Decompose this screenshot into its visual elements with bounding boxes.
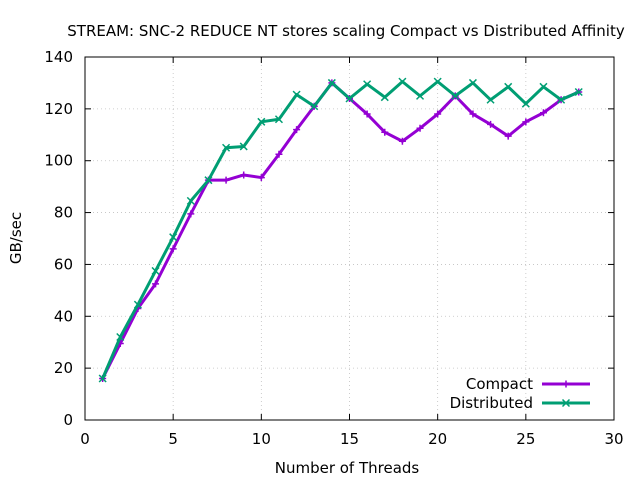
point-distributed xyxy=(274,115,283,124)
point-distributed xyxy=(557,95,566,104)
point-distributed xyxy=(239,142,248,151)
y-tick-label: 0 xyxy=(63,411,73,429)
chart-title: STREAM: SNC-2 REDUCE NT stores scaling C… xyxy=(67,22,625,40)
point-compact xyxy=(434,110,442,118)
point-distributed xyxy=(345,94,354,103)
legend-marker-distributed xyxy=(561,398,571,408)
point-distributed xyxy=(486,95,495,104)
point-compact xyxy=(504,132,512,140)
legend-marker-compact xyxy=(562,380,570,388)
y-tick-label: 80 xyxy=(54,204,73,222)
y-tick-label: 100 xyxy=(44,152,73,170)
point-compact xyxy=(416,124,424,132)
y-tick-label: 120 xyxy=(44,100,73,118)
point-distributed xyxy=(292,90,301,99)
x-tick-label: 15 xyxy=(340,430,359,448)
point-distributed xyxy=(468,78,477,87)
point-compact xyxy=(487,120,495,128)
y-tick-label: 40 xyxy=(54,307,73,325)
point-distributed xyxy=(504,82,513,91)
point-distributed xyxy=(186,196,195,205)
point-distributed xyxy=(433,77,442,86)
point-distributed xyxy=(521,99,530,108)
x-tick-label: 10 xyxy=(252,430,271,448)
point-compact xyxy=(169,245,177,253)
y-axis-label: GB/sec xyxy=(7,212,25,264)
point-compact xyxy=(469,110,477,118)
grid-lines xyxy=(85,57,614,420)
legend-label-compact: Compact xyxy=(466,375,533,393)
point-compact xyxy=(257,174,265,182)
point-distributed xyxy=(222,143,231,152)
point-distributed xyxy=(310,102,319,111)
point-distributed xyxy=(574,87,583,97)
point-compact xyxy=(363,110,371,118)
series-line-compact xyxy=(101,81,580,380)
x-tick-label: 30 xyxy=(604,430,623,448)
point-compact xyxy=(398,137,406,145)
y-tick-label: 20 xyxy=(54,359,73,377)
point-distributed xyxy=(204,176,213,185)
point-compact xyxy=(152,280,160,288)
y-tick-label: 60 xyxy=(54,255,73,273)
point-distributed xyxy=(133,300,142,309)
axis-ticks: 0 5 10 15 20 25 30 0 20 40 60 80 100 120 140 xyxy=(44,48,623,448)
point-distributed xyxy=(451,91,460,100)
point-distributed xyxy=(380,93,389,102)
point-distributed xyxy=(116,332,125,342)
point-compact xyxy=(275,150,283,158)
x-tick-label: 5 xyxy=(168,430,178,448)
point-distributed xyxy=(257,117,266,126)
point-distributed xyxy=(327,78,336,87)
point-compact xyxy=(293,126,301,134)
point-distributed xyxy=(151,266,160,275)
legend-label-distributed: Distributed xyxy=(450,394,533,412)
point-distributed xyxy=(398,77,407,86)
x-axis-label: Number of Threads xyxy=(275,459,420,477)
point-distributed xyxy=(363,80,372,89)
point-compact xyxy=(381,128,389,136)
point-compact xyxy=(222,176,230,184)
point-distributed xyxy=(416,91,425,100)
point-compact xyxy=(539,109,547,117)
point-distributed xyxy=(98,374,107,383)
point-compact xyxy=(522,118,530,126)
point-distributed xyxy=(169,233,178,242)
x-tick-label: 20 xyxy=(428,430,447,448)
y-tick-label: 140 xyxy=(44,48,73,66)
point-compact xyxy=(187,210,195,218)
series-line-distributed xyxy=(101,80,580,380)
x-tick-label: 25 xyxy=(516,430,535,448)
series-layer xyxy=(98,77,583,383)
point-compact xyxy=(240,171,248,179)
point-distributed xyxy=(539,82,548,91)
x-tick-label: 0 xyxy=(80,430,90,448)
